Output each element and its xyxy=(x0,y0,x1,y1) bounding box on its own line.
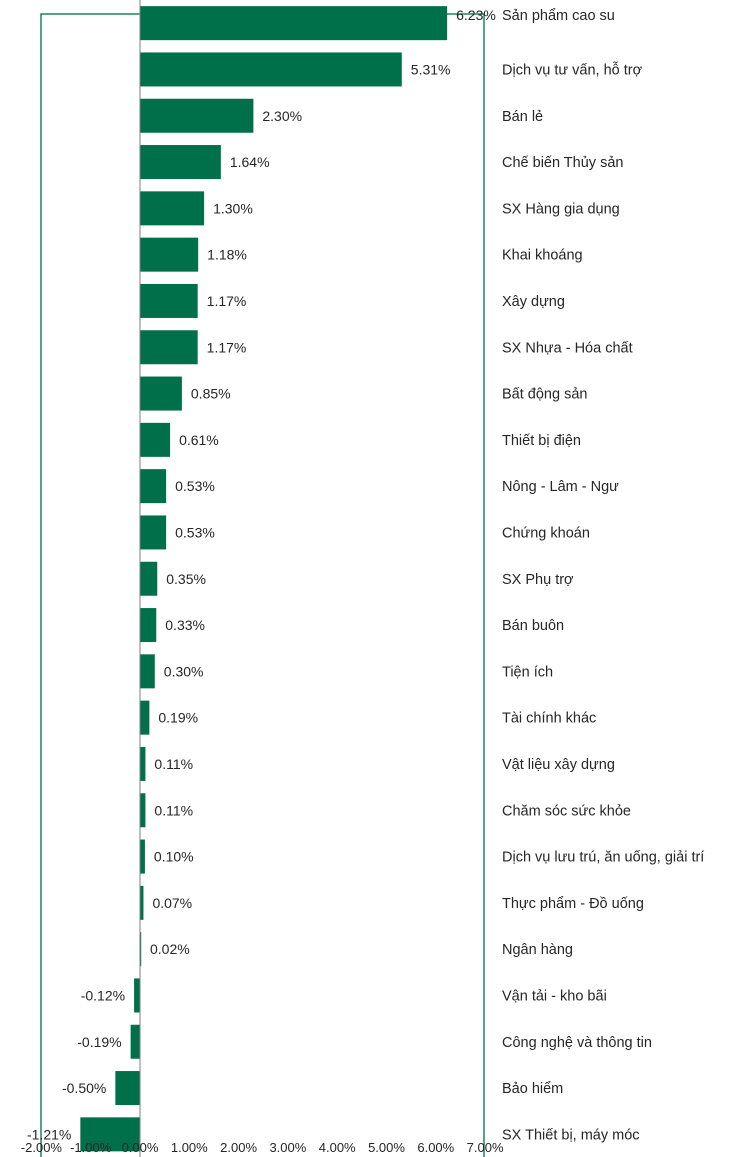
category-label: Tài chính khác xyxy=(502,711,596,727)
bars-group xyxy=(80,6,448,1152)
bar xyxy=(140,469,167,504)
x-tick-label: 7.00% xyxy=(467,1140,504,1155)
category-label: Thực phẩm - Đồ uống xyxy=(502,896,644,912)
x-tick-label: -2.00% xyxy=(21,1140,63,1155)
data-label: 6.23% xyxy=(456,7,496,23)
category-label: Nông - Lâm - Ngư xyxy=(502,479,619,495)
data-label: 0.10% xyxy=(154,849,194,865)
category-label: SX Nhựa - Hóa chất xyxy=(502,340,633,356)
category-label: Bán lẻ xyxy=(502,109,543,125)
data-label: 0.19% xyxy=(158,710,198,726)
x-tick-label: 2.00% xyxy=(220,1140,257,1155)
data-label: 2.30% xyxy=(262,108,302,124)
bar xyxy=(140,515,167,550)
bar xyxy=(140,237,199,272)
category-label: Bảo hiểm xyxy=(502,1081,563,1097)
data-label: 1.17% xyxy=(207,339,247,355)
bar xyxy=(140,330,198,365)
category-label: Vật liệu xây dựng xyxy=(502,757,615,773)
bar xyxy=(140,793,146,828)
data-label: 0.61% xyxy=(179,432,219,448)
bar xyxy=(140,145,221,180)
category-label: Sản phẩm cao su xyxy=(502,8,615,24)
category-label: Dịch vụ tư vấn, hỗ trợ xyxy=(502,61,643,78)
bar xyxy=(140,932,142,967)
data-label: -0.19% xyxy=(77,1034,121,1050)
value-labels-group: 6.23% 5.31% 2.30% 1.64% 1.30% 1.18% 1.17% 1.17%… xyxy=(27,7,496,1142)
plot-frame xyxy=(40,13,485,1157)
x-tick-label: 6.00% xyxy=(417,1140,454,1155)
data-label: 1.17% xyxy=(207,293,247,309)
data-label: 0.07% xyxy=(152,895,192,911)
bar xyxy=(140,6,448,41)
category-label: Bán buôn xyxy=(502,618,564,634)
x-tick-label: -1.00% xyxy=(70,1140,112,1155)
bar xyxy=(140,422,171,457)
bar xyxy=(140,885,144,920)
category-label: Dịch vụ lưu trú, ăn uống, giải trí xyxy=(502,850,704,866)
category-label: SX Phụ trợ xyxy=(502,572,574,588)
data-label: 1.18% xyxy=(207,247,247,263)
bar xyxy=(115,1071,140,1106)
bar xyxy=(140,746,146,781)
x-tick-label: 4.00% xyxy=(319,1140,356,1155)
bar xyxy=(140,608,157,643)
data-label: 0.11% xyxy=(154,802,193,818)
x-tick-label: 1.00% xyxy=(171,1140,208,1155)
category-label: Khai khoáng xyxy=(502,248,583,264)
bar xyxy=(134,978,140,1013)
x-axis-ticks-group: -2.00% -1.00% 0.00% 1.00% 2.00% 3.00% 4.00% 5.0… xyxy=(21,1140,504,1155)
category-label: Tiện ích xyxy=(502,664,553,680)
x-tick-label: 0.00% xyxy=(122,1140,159,1155)
category-label: Bất động sản xyxy=(502,387,587,403)
bar xyxy=(140,98,254,133)
data-label: -0.12% xyxy=(81,987,125,1003)
bar xyxy=(140,839,145,874)
x-tick-label: 5.00% xyxy=(368,1140,405,1155)
data-label: 0.35% xyxy=(166,571,206,587)
bar xyxy=(140,700,150,735)
bar xyxy=(140,191,205,226)
data-label: 0.53% xyxy=(175,524,215,540)
bar xyxy=(140,376,182,411)
category-label: Chứng khoán xyxy=(502,525,590,541)
data-label: 0.33% xyxy=(165,617,205,633)
bar xyxy=(140,52,402,87)
data-label: 0.02% xyxy=(150,941,190,957)
category-labels-group: Sản phẩm cao su Dịch vụ tư vấn, hỗ trợ Bán… xyxy=(502,8,704,1143)
category-label: Vận tải - kho bãi xyxy=(502,988,607,1004)
bar xyxy=(140,561,158,596)
category-label: Chăm sóc sức khỏe xyxy=(502,803,631,819)
data-label: 1.30% xyxy=(213,200,253,216)
data-label: 0.30% xyxy=(164,663,204,679)
category-label: Chế biến Thủy sản xyxy=(502,155,623,171)
category-label: Công nghệ và thông tin xyxy=(502,1035,652,1051)
data-label: 1.64% xyxy=(230,154,270,170)
bar xyxy=(140,654,155,689)
data-label: 0.11% xyxy=(154,756,193,772)
bar xyxy=(80,1117,140,1152)
category-label: SX Thiết bị, máy móc xyxy=(502,1127,640,1143)
category-label: Ngân hàng xyxy=(502,942,573,958)
data-label: -1.21% xyxy=(27,1126,71,1142)
bar xyxy=(130,1024,140,1059)
bar xyxy=(140,283,198,318)
category-label: SX Hàng gia dụng xyxy=(502,201,620,217)
data-label: 0.53% xyxy=(175,478,215,494)
data-label: 0.85% xyxy=(191,386,231,402)
category-label: Xây dựng xyxy=(502,294,565,310)
x-tick-label: 3.00% xyxy=(269,1140,306,1155)
category-label: Thiết bị điện xyxy=(502,433,581,449)
data-label: 5.31% xyxy=(411,61,451,77)
data-label: -0.50% xyxy=(62,1080,106,1096)
